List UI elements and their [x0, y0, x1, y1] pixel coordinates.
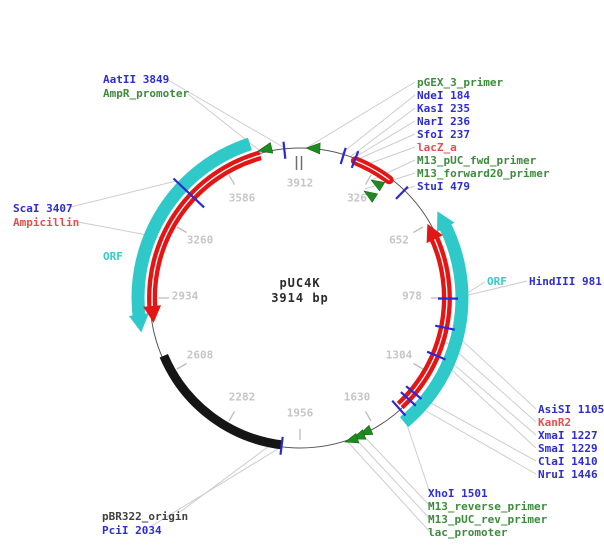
- label-m13-puc-fwd-primer: M13_pUC_fwd_primer: [417, 154, 537, 167]
- label-clai: ClaI 1410: [538, 455, 598, 468]
- pbr322-origin-arc: [159, 354, 283, 450]
- plasmid-size: 3914 bp: [271, 291, 329, 305]
- label-orf-left: ORF: [103, 250, 123, 263]
- scale-label-2934: 2934: [171, 289, 199, 303]
- label-kasi: KasI 235: [417, 102, 470, 115]
- site-tick-clai: [405, 385, 423, 400]
- label-kanr2: KanR2: [538, 416, 572, 429]
- m13-forward20-primer-arrow: [363, 190, 379, 203]
- site-tick-scai: [172, 177, 205, 209]
- orf-arc-right: [399, 211, 469, 428]
- label-ndei: NdeI 184: [417, 89, 470, 102]
- scale-label-978: 978: [402, 289, 422, 303]
- ampr-promoter-arrow: [257, 142, 274, 154]
- site-tick-stui: [395, 185, 409, 200]
- label-smai: SmaI 1229: [538, 442, 598, 455]
- scale-label-1304: 1304: [385, 348, 413, 362]
- kanr2-arrowhead: [426, 223, 443, 244]
- kanr2-arc: [396, 223, 452, 410]
- scale-ticks: [158, 174, 442, 440]
- orf-arc-right-arrowhead: [437, 211, 455, 232]
- label-aatii: AatII 3849: [103, 73, 170, 86]
- origin-double-tick: [295, 156, 303, 170]
- label-m13-puc-rev-primer: M13_pUC_rev_primer: [428, 513, 548, 526]
- label-pbr322-origin: pBR322_origin: [102, 510, 189, 523]
- label-asisi: AsiSI 1105: [538, 403, 604, 416]
- restriction-site-ticks: [172, 141, 459, 455]
- label-m13-reverse-primer: M13_reverse_primer: [428, 500, 548, 513]
- scale-label-1630: 1630: [343, 390, 371, 404]
- ampicillin-arrowhead: [143, 305, 162, 323]
- label-lac-promoter: lac_promoter: [428, 526, 508, 539]
- m13-puc-fwd-primer-arrow: [370, 179, 386, 192]
- site-tick-ndei: [339, 147, 347, 165]
- label-nrui: NruI 1446: [538, 468, 598, 481]
- label-stui: StuI 479: [417, 180, 470, 193]
- label-ampr-promoter: AmpR_promoter: [103, 87, 190, 100]
- pgex-3-primer-arrow: [305, 142, 321, 155]
- orf-arc-left-arrowhead: [128, 313, 149, 333]
- scale-label-3912: 3912: [286, 176, 314, 190]
- scale-label-3260: 3260: [186, 233, 214, 247]
- label-ampicillin: Ampicillin: [13, 216, 80, 229]
- label-xhoi: XhoI 1501: [428, 487, 488, 500]
- label-nari: NarI 236: [417, 115, 470, 128]
- site-tick-nrui: [400, 391, 417, 407]
- lacz-a-arc: [350, 156, 394, 185]
- label-orf-right: ORF: [487, 275, 507, 288]
- label-m13-forward20-primer: M13_forward20_primer: [417, 167, 550, 180]
- scale-label-2608: 2608: [186, 348, 214, 362]
- scale-label-1956: 1956: [286, 406, 314, 420]
- scale-label-652: 652: [389, 233, 409, 247]
- site-tick-kasi-nari-sfoi: [350, 150, 360, 169]
- label-lacz-a: lacZ_a: [417, 141, 457, 154]
- orf-arc-left: [128, 137, 252, 333]
- label-sfoi: SfoI 237: [417, 128, 470, 141]
- label-hindiii: HindIII 981: [529, 275, 602, 288]
- label-pcii: PciI 2034: [102, 524, 162, 537]
- plasmid-title: pUC4K: [279, 276, 321, 290]
- site-tick-aatii: [282, 141, 287, 159]
- scale-label-326: 326: [347, 191, 367, 205]
- site-tick-asisi: [434, 324, 456, 331]
- site-tick-pcii: [279, 436, 284, 455]
- label-scai: ScaI 3407: [13, 202, 73, 215]
- ampicillin-arc: [143, 150, 262, 323]
- scale-label-3586: 3586: [228, 191, 256, 205]
- label-pgex-3-primer: pGEX_3_primer: [417, 76, 504, 89]
- site-tick-xhoi: [391, 399, 407, 417]
- site-tick-xmai-smai: [426, 350, 446, 361]
- lac-promoter-arrow: [344, 432, 360, 444]
- scale-label-2282: 2282: [228, 390, 256, 404]
- label-xmai: XmaI 1227: [538, 429, 598, 442]
